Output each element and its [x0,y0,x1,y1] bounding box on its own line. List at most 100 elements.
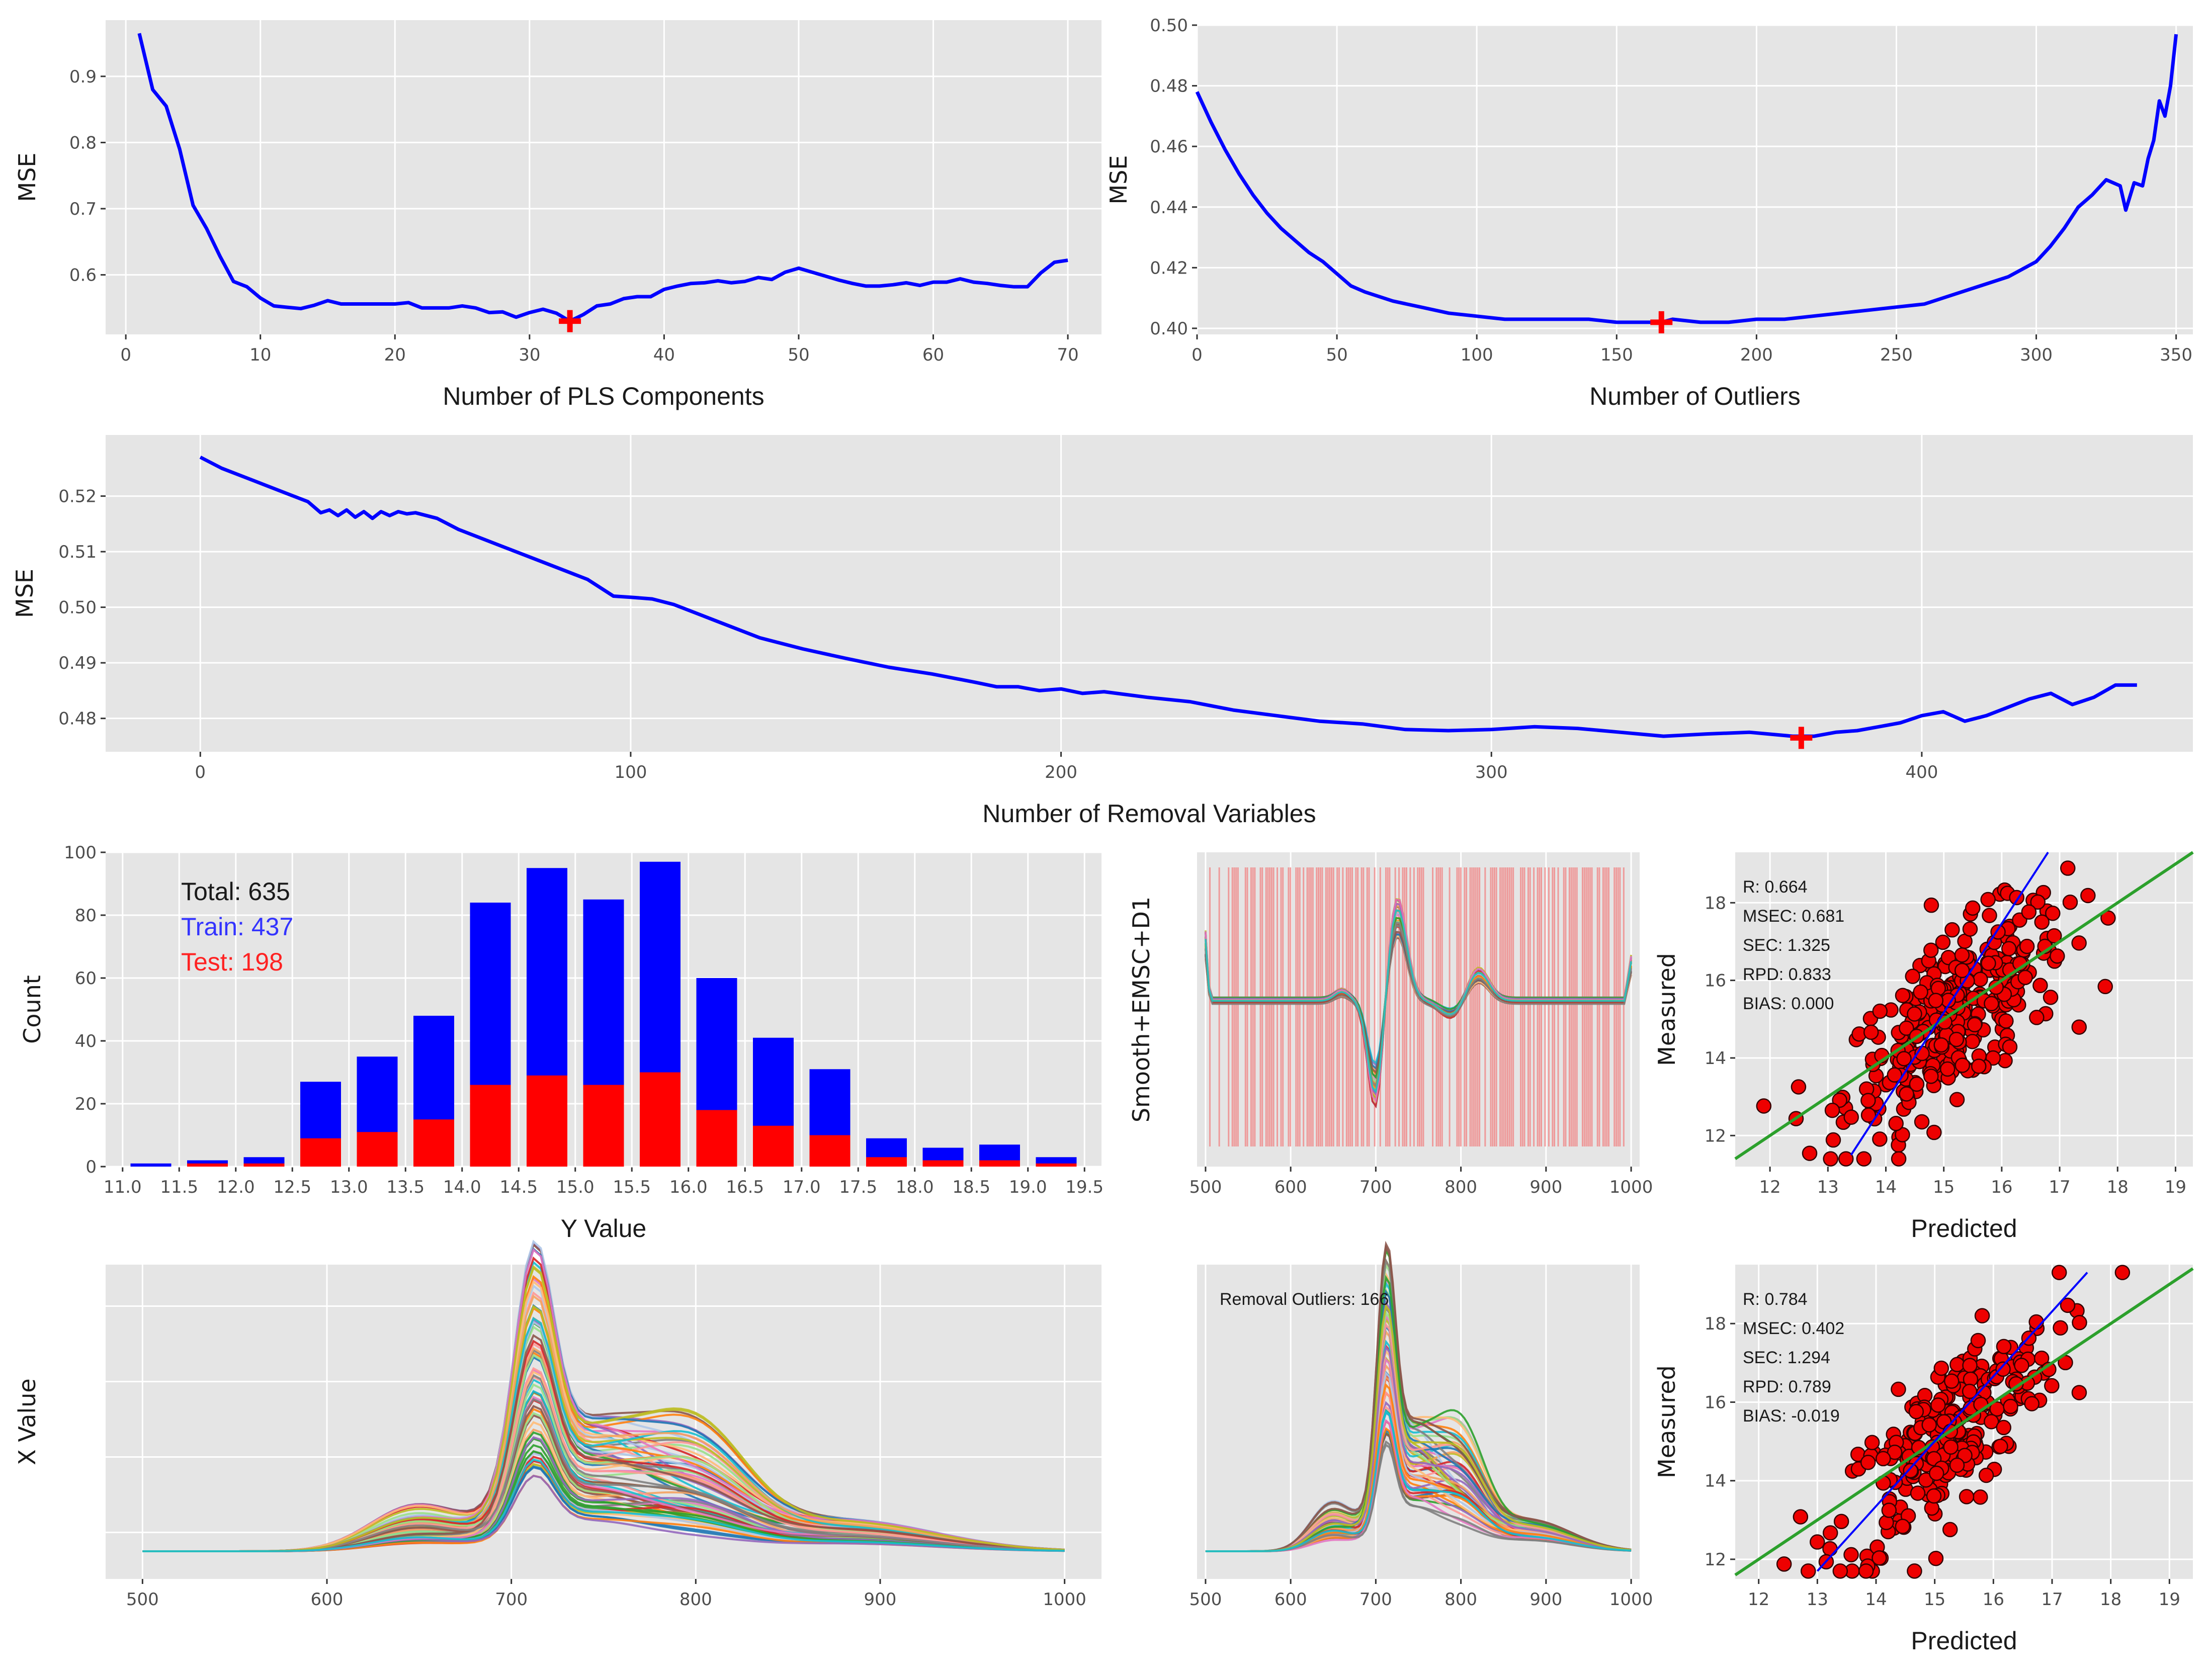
band [1572,867,1574,1146]
data-point [1933,1360,1949,1376]
data-point [2071,1019,2087,1035]
band [1218,867,1220,1146]
y-ticks: 0.40 0.42 0.44 0.46 0.48 0.50 [1150,16,2193,339]
x-tick-label: 13 [1817,1177,1839,1197]
data-point [2060,860,2076,876]
x-tick-label: 50 [788,345,809,365]
data-point [1756,1098,1772,1114]
band [1581,867,1583,1146]
series-line-mse [1195,34,2178,324]
fit-line [1816,1272,2088,1572]
bar-test [640,1072,681,1167]
identity-line [1734,1267,2194,1576]
band [1244,867,1246,1146]
x-tick-label: 16 [1983,1589,2004,1610]
x-axis-label: Predicted [1911,1214,2017,1243]
data-point [1928,993,1944,1008]
x-axis-label: Predicted [1911,1627,2017,1655]
x-tick-label: 350 [2160,345,2192,365]
band [1209,867,1211,1146]
x-tick-label: 0 [120,345,131,365]
x-tick-label: 13.0 [330,1177,368,1197]
band [1596,867,1598,1146]
band [1366,867,1368,1146]
bar-test [1036,1163,1077,1167]
x-ticks: 12 13 14 15 16 17 18 19 [1759,852,2186,1197]
x-tick-label: 12.5 [273,1177,311,1197]
band [1368,867,1370,1146]
x-tick-label: 12 [1748,1589,1769,1610]
data-point [2024,1396,2040,1411]
data-point [1905,968,1921,984]
y-tick-label: 12 [1705,1126,1726,1146]
y-tick-label: 0.7 [69,199,97,219]
x-tick-label: 900 [1530,1589,1562,1610]
selected-bands [1209,867,1625,1146]
stats-box: R: 0.664 MSEC: 0.681 SEC: 1.325 RPD: 0.833 B… [1743,877,1844,1013]
bar-test [413,1119,454,1167]
data-point [1962,1383,1978,1399]
band [1310,867,1312,1146]
x-tick-label: 19 [2165,1177,2186,1197]
x-tick-label: 70 [1057,345,1078,365]
band [1331,867,1333,1146]
band [1332,867,1334,1146]
data-point [2001,941,2017,956]
data-point [1959,1489,1975,1505]
x-tick-label: 400 [1905,762,1938,782]
data-point [2097,979,2113,995]
spectra-lines [1205,1241,1632,1552]
band [1623,867,1625,1146]
band [1523,867,1525,1146]
data-point [2014,1358,2029,1373]
band [1544,867,1546,1146]
band [1259,867,1261,1146]
stat-line: R: 0.784 [1743,1290,1808,1309]
x-ticks: 0 10 20 30 40 50 60 70 [120,20,1079,365]
data-point [2100,910,2116,926]
band [1563,867,1565,1146]
band [1604,867,1606,1146]
data-point [1909,1076,1925,1092]
bar-test [583,1085,624,1167]
band [1345,867,1347,1146]
band [1269,867,1271,1146]
x-tick-label: 20 [384,345,406,365]
band [1280,867,1282,1146]
plot-area [106,20,1101,334]
data-point [2032,978,2048,994]
x-tick-label: 18.0 [896,1177,934,1197]
band [1587,867,1589,1146]
band [1288,867,1290,1146]
raw-spectra-plot: 500 600 700 800 900 1000 X Value [14,1240,1101,1610]
band [1308,867,1310,1146]
data-point [1933,1037,1949,1053]
band [1565,867,1567,1146]
stat-line: MSEC: 0.681 [1743,907,1844,926]
data-point [1984,996,1999,1012]
data-point [2053,1320,2068,1336]
stats-box: R: 0.784 MSEC: 0.402 SEC: 1.294 RPD: 0.789 B… [1743,1290,1844,1426]
data-point [2044,1378,2060,1394]
band [1589,867,1591,1146]
data-point [2050,948,2065,964]
data-point [1891,1381,1906,1397]
data-point [1860,1093,1876,1108]
x-tick-label: 300 [1475,762,1508,782]
calibration-scatter-bottom: 12 13 14 15 16 17 18 19 12 14 16 18 R: 0.784 MSEC: 0.… [1653,1265,2194,1655]
data-point [1791,1079,1807,1095]
band [1272,867,1275,1146]
x-axis-label: Number of Removal Variables [982,800,1316,828]
band [1479,867,1481,1146]
x-tick-label: 50 [1326,345,1347,365]
band [1351,867,1353,1146]
data-point [1996,1339,2012,1355]
band [1568,867,1570,1146]
x-tick-label: 200 [1045,762,1077,782]
y-tick-label: 18 [1705,1314,1726,1334]
x-ticks: 0 100 200 300 400 [195,435,1938,782]
y-axis-label: Measured [1653,953,1680,1066]
band [1420,867,1422,1146]
data-point [1843,1109,1859,1125]
data-point [1973,1489,1988,1505]
